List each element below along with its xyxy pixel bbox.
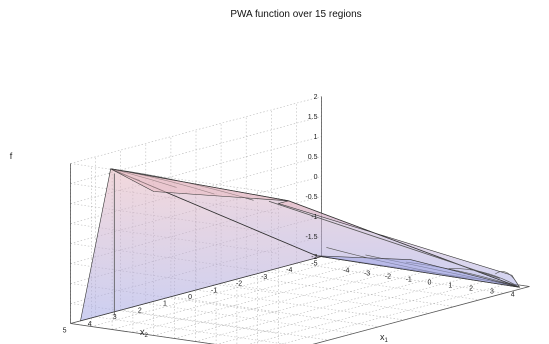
x-tick-label: -3 <box>364 271 370 278</box>
y-tick-label: -4 <box>286 267 292 274</box>
surface-region-bottom-plateau <box>316 255 520 288</box>
x-tick-label: -4 <box>343 268 349 275</box>
z-tick-label: -1.5 <box>305 234 317 241</box>
grid-line-x-floor <box>132 265 384 333</box>
grid-line-x-floor <box>174 271 426 339</box>
y-tick-label: -2 <box>236 281 242 288</box>
surface-region-edge-bottom <box>448 268 520 288</box>
grid-line-x-floor <box>216 277 468 344</box>
x-axis-label: x1 <box>380 332 389 344</box>
grid-line-x-floor <box>195 274 447 342</box>
z-tick-label: 1.5 <box>308 114 318 121</box>
grid-line-y-floor <box>246 276 455 307</box>
y-tick-label: 2 <box>138 307 142 314</box>
grid-line-z-left-wall <box>70 96 322 164</box>
x-tick-label: 1 <box>448 283 452 290</box>
grid-line-x-floor <box>153 268 405 336</box>
y-tick-label: -3 <box>261 274 267 281</box>
grid-line-y-floor <box>95 316 287 344</box>
z-tick-label: -1 <box>311 214 317 221</box>
grid-line-y-floor <box>170 296 379 327</box>
grid-line-y-floor <box>120 309 329 341</box>
x-axis-label-sub: 1 <box>385 338 389 344</box>
surface-region-edge <box>268 200 501 279</box>
z-tick-label: -0.5 <box>305 194 317 201</box>
y-tick-label: -5 <box>311 261 317 268</box>
surface-region-top-plateau <box>110 168 289 202</box>
x-tick-label: -2 <box>385 274 391 281</box>
y-tick-label: 0 <box>188 294 192 301</box>
surface-region-edge-bottom <box>495 271 520 288</box>
tick-labels-layer: -2 -1.5 -1 -0.5 0 0.5 1 1.5 2 -5 -4 -3 -2 -1 0 1 2 3 4 5 -4 -… <box>63 94 515 335</box>
grid-line-y-floor <box>296 262 505 294</box>
z-tick-label: -2 <box>311 254 317 261</box>
surface-layer <box>80 168 521 322</box>
y-tick-label: -1 <box>211 287 217 294</box>
y-tick-label: 5 <box>63 328 67 335</box>
y-axis-label: x2 <box>140 327 149 339</box>
x-axis-label-main: x <box>380 332 385 342</box>
axis-box-edge <box>312 286 530 344</box>
grid-line-x-floor <box>280 283 509 344</box>
grid-line-x-floor <box>112 262 364 330</box>
z-tick-label: 0 <box>314 174 318 181</box>
grid-line-z-back-wall <box>70 163 279 194</box>
axis-box-edge <box>70 323 216 344</box>
y-tick-label: 1 <box>163 301 167 308</box>
z-tick-label: 1 <box>314 134 318 141</box>
grid-line-x-floor <box>248 280 488 344</box>
z-tick-label: 2 <box>314 94 318 101</box>
x-tick-label: 3 <box>490 289 494 296</box>
y-axis-label-main: x <box>140 327 145 337</box>
x-tick-label: 4 <box>511 292 515 299</box>
x-tick-label: 0 <box>428 280 432 287</box>
y-tick-label: 4 <box>88 321 92 328</box>
surface-region-right-edge <box>277 200 521 288</box>
y-axis-label-sub: 2 <box>145 333 149 339</box>
grid-line-x-floor <box>91 259 343 327</box>
z-tick-label: 0.5 <box>308 154 318 161</box>
surface-region-edge-top <box>108 168 111 175</box>
y-tick-label: 3 <box>113 314 117 321</box>
chart-title: PWA function over 15 regions <box>230 9 361 20</box>
grid-line-y-floor <box>221 283 430 314</box>
x-tick-label: 2 <box>469 286 473 293</box>
z-axis-label: f <box>10 151 13 161</box>
x-tick-label: -1 <box>406 277 412 284</box>
